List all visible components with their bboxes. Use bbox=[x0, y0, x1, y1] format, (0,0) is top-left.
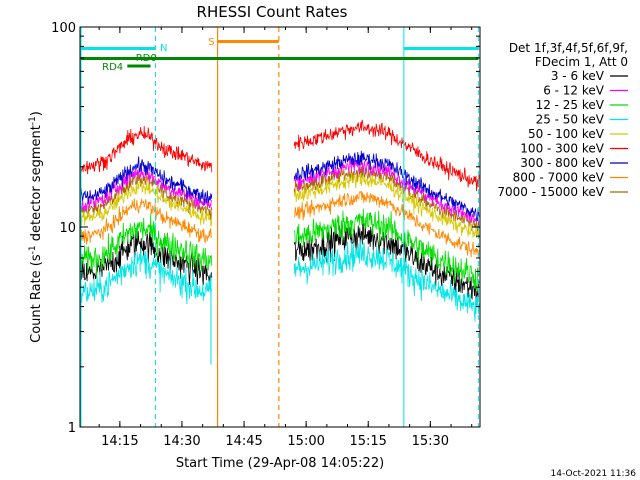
legend-label: 50 - 100 keV bbox=[528, 127, 605, 141]
series-line-8 bbox=[79, 162, 480, 234]
annotation-label: S bbox=[208, 37, 214, 48]
y-tick-label: 100 bbox=[51, 21, 76, 36]
series-line-3 bbox=[79, 239, 480, 322]
series-line-4 bbox=[79, 173, 480, 239]
annotations: N S RD4 RD0 bbox=[80, 27, 479, 427]
series-line-5 bbox=[79, 119, 480, 192]
series-line-6 bbox=[79, 150, 480, 222]
x-tick-label: 15:15 bbox=[349, 434, 386, 449]
x-tick-label: 14:45 bbox=[225, 434, 262, 449]
y-label-part-1: Count Rate (s bbox=[29, 254, 44, 343]
y-tick-label: 1 bbox=[68, 421, 76, 436]
series-line-0 bbox=[79, 220, 480, 302]
legend-label: 12 - 25 keV bbox=[536, 98, 605, 112]
legend-label: 300 - 800 keV bbox=[520, 156, 604, 170]
axis-ticks: 14:15 14:30 14:45 15:00 15:15 15:30 1 10 100 bbox=[51, 21, 480, 449]
annotation-label: N bbox=[160, 43, 167, 54]
timestamp: 14-Oct-2021 11:36 bbox=[551, 469, 637, 479]
x-tick-label: 15:30 bbox=[412, 434, 449, 449]
y-label-part-3: ) bbox=[29, 111, 44, 116]
x-axis-label: Start Time (29-Apr-08 14:05:22) bbox=[176, 456, 384, 471]
annotation-label: RD0 bbox=[136, 53, 157, 64]
legend: Det 1f,3f,4f,5f,6f,9f, FDecim 1, Att 0 3… bbox=[497, 41, 628, 199]
y-label-sup-1: -1 bbox=[28, 245, 38, 254]
y-tick-label: 10 bbox=[59, 221, 76, 236]
annotation-label: RD4 bbox=[102, 62, 123, 73]
legend-label: 100 - 300 keV bbox=[520, 142, 604, 156]
y-label-part-2: detector segment bbox=[29, 125, 44, 245]
legend-label: 25 - 50 keV bbox=[536, 113, 605, 127]
legend-header-line-2: FDecim 1, Att 0 bbox=[535, 55, 628, 69]
x-tick-label: 14:30 bbox=[163, 434, 200, 449]
y-axis-label: Count Rate (s-1 detector segment-1) bbox=[28, 111, 44, 343]
legend-label: 7000 - 15000 keV bbox=[497, 185, 604, 199]
series-line-2 bbox=[79, 208, 480, 292]
legend-header-line-1: Det 1f,3f,4f,5f,6f,9f, bbox=[509, 41, 628, 55]
legend-label: 3 - 6 keV bbox=[551, 69, 605, 83]
legend-label: 6 - 12 keV bbox=[543, 84, 605, 98]
legend-label: 800 - 7000 keV bbox=[513, 171, 605, 185]
series-line-7 bbox=[79, 190, 480, 258]
series-group bbox=[79, 119, 480, 365]
x-tick-label: 14:15 bbox=[101, 434, 138, 449]
y-label-sup-2: -1 bbox=[28, 116, 38, 125]
x-tick-label: 15:00 bbox=[287, 434, 324, 449]
chart-title: RHESSI Count Rates bbox=[197, 3, 348, 21]
